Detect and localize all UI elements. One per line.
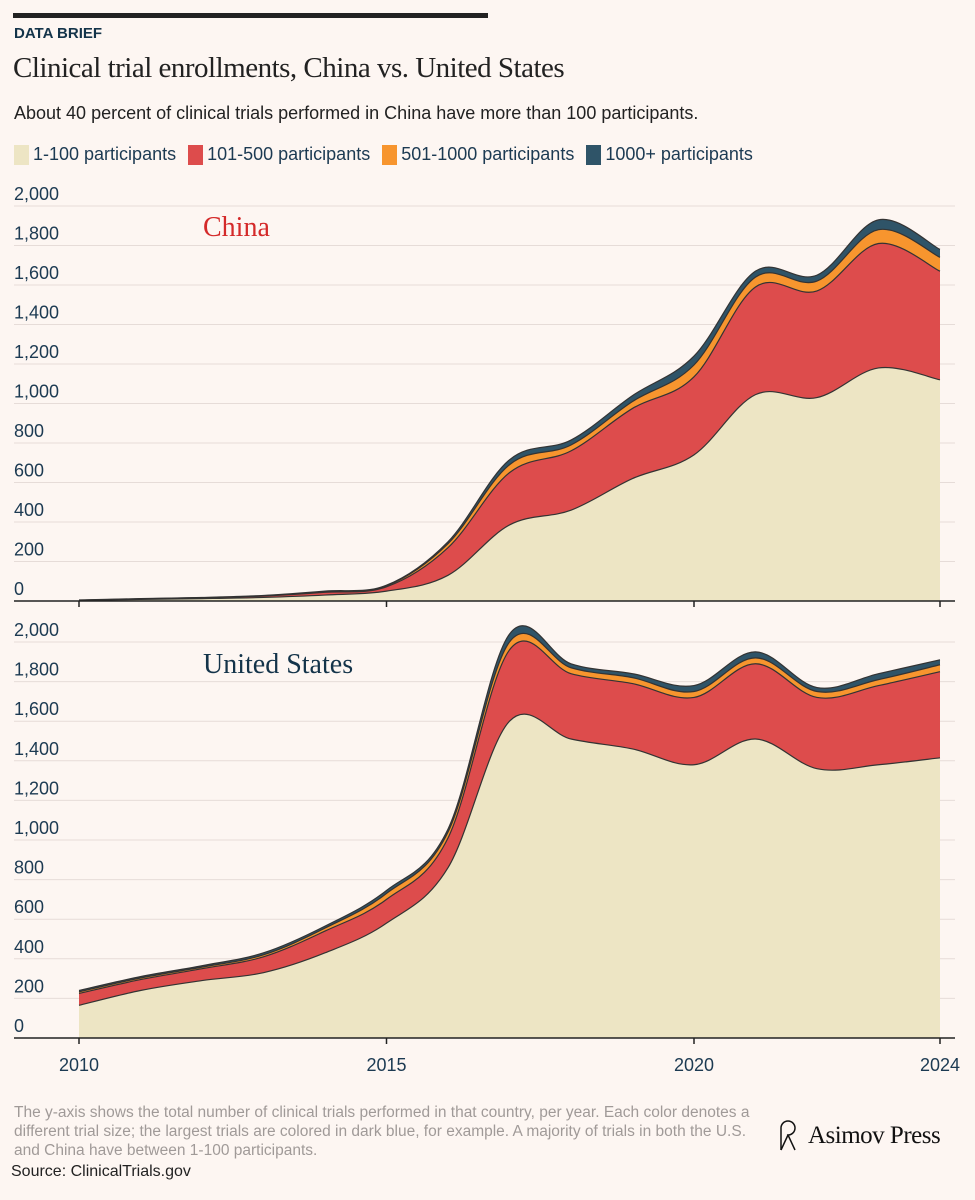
y-tick-label: 400: [14, 500, 44, 520]
y-tick-label: 1,600: [14, 263, 59, 283]
y-tick-label: 1,400: [14, 739, 59, 759]
area-1-100-participants: [79, 367, 940, 601]
panel-china: 0 200 400 600 800 1,000 1,200 1,400 1,600 1,800 2,…: [14, 184, 955, 607]
y-tick-label: 1,200: [14, 778, 59, 798]
x-tick-label: 2024: [920, 1055, 960, 1075]
y-tick-label: 1,800: [14, 660, 59, 680]
y-tick-label: 2,000: [14, 184, 59, 204]
legend-swatch: [382, 144, 398, 165]
legend: 1-100 participants 101-500 participants …: [14, 144, 753, 165]
legend-label: 501-1000 participants: [401, 144, 575, 164]
series-boundary-line: [78, 366, 941, 602]
area-1-100-participants: [79, 714, 940, 1038]
chart-title: Clinical trial enrollments, China vs. Un…: [13, 52, 565, 84]
legend-label: 1-100 participants: [33, 144, 177, 164]
panel-label: China: [203, 212, 270, 243]
y-tick-label: 200: [14, 976, 44, 996]
y-tick-label: 200: [14, 540, 44, 560]
y-tick-label: 800: [14, 421, 44, 441]
legend-label: 101-500 participants: [207, 144, 371, 164]
brand-name: Asimov Press: [808, 1122, 941, 1149]
y-tick-label: 1,000: [14, 382, 59, 402]
legend-swatch: [586, 144, 602, 165]
y-tick-label: 1,200: [14, 342, 59, 362]
legend-swatch: [188, 144, 204, 165]
series-boundary-line: [78, 625, 941, 992]
y-tick-label: 0: [14, 1016, 24, 1036]
series-boundary-line: [78, 640, 941, 995]
legend-label: 1000+ participants: [605, 144, 753, 164]
y-tick-label: 1,600: [14, 699, 59, 719]
y-tick-label: 1,800: [14, 224, 59, 244]
legend-swatch: [14, 144, 29, 165]
y-tick-label: 800: [14, 858, 44, 878]
panel-label: United States: [203, 649, 353, 680]
y-tick-label: 400: [14, 937, 44, 957]
legend-item-101-500: 101-500 participants: [188, 144, 370, 165]
x-tick-label: 2015: [366, 1055, 406, 1075]
asimov-logo-icon: [780, 1120, 796, 1151]
footnote: The y-axis shows the total number of cli…: [14, 1104, 750, 1159]
legend-item-1000-plus: 1000+ participants: [586, 144, 753, 165]
legend-item-501-1000: 501-1000 participants: [382, 144, 574, 165]
chart-subtitle: About 40 percent of clinical trials perf…: [14, 103, 699, 123]
legend-item-1-100: 1-100 participants: [14, 144, 176, 165]
top-rule: [13, 13, 488, 18]
y-tick-label: 1,400: [14, 303, 59, 323]
brand-logo: Asimov Press: [778, 1120, 941, 1152]
kicker: DATA BRIEF: [14, 25, 103, 42]
x-tick-label: 2020: [674, 1055, 714, 1075]
y-tick-label: 2,000: [14, 620, 59, 640]
series-boundary-line: [78, 713, 941, 1006]
series-boundary-line: [78, 632, 941, 993]
y-tick-label: 0: [14, 579, 24, 599]
series-boundary-line: [78, 242, 941, 601]
panel-united-states: 0 200 400 600 800 1,000 1,200 1,400 1,600 1,800 2,…: [14, 620, 960, 1075]
y-tick-label: 600: [14, 461, 44, 481]
y-tick-label: 1,000: [14, 818, 59, 838]
y-tick-label: 600: [14, 897, 44, 917]
x-tick-label: 2010: [59, 1055, 99, 1075]
source: Source: ClinicalTrials.gov: [11, 1163, 191, 1180]
